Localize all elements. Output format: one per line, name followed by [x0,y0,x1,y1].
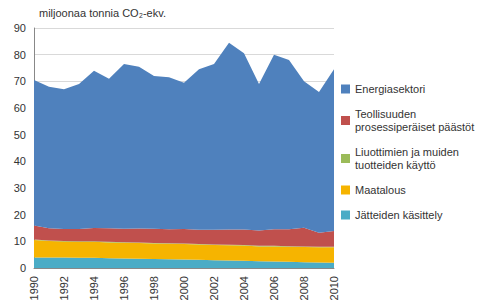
svg-text:tuotteiden käyttö: tuotteiden käyttö [355,159,436,171]
svg-text:1996: 1996 [118,276,130,300]
svg-text:10: 10 [14,235,26,247]
svg-text:2010: 2010 [328,276,340,300]
svg-text:0: 0 [20,262,26,274]
svg-text:50: 50 [14,129,26,141]
svg-text:90: 90 [14,22,26,34]
svg-text:1992: 1992 [58,276,70,300]
svg-text:Maatalous: Maatalous [355,184,406,196]
svg-text:1990: 1990 [28,276,40,300]
svg-text:1994: 1994 [88,276,100,300]
svg-text:2008: 2008 [298,276,310,300]
svg-text:Liuottimien ja muiden: Liuottimien ja muiden [355,146,462,158]
svg-text:20: 20 [14,209,26,221]
svg-text:Teollisuuden: Teollisuuden [355,108,419,120]
svg-text:2004: 2004 [238,276,250,300]
svg-text:2002: 2002 [208,276,220,300]
svg-text:1998: 1998 [148,276,160,300]
svg-text:prosessiperäiset päästöt: prosessiperäiset päästöt [355,121,474,133]
svg-text:60: 60 [14,102,26,114]
svg-text:70: 70 [14,75,26,87]
svg-text:2006: 2006 [268,276,280,300]
svg-text:Energiasektori: Energiasektori [355,83,425,95]
svg-text:30: 30 [14,182,26,194]
svg-text:2000: 2000 [178,276,190,300]
svg-text:Jätteiden käsittely: Jätteiden käsittely [355,209,443,221]
svg-text:miljoonaa tonnia CO₂-ekv.: miljoonaa tonnia CO₂-ekv. [39,7,166,19]
svg-text:80: 80 [14,49,26,61]
svg-text:40: 40 [14,155,26,167]
